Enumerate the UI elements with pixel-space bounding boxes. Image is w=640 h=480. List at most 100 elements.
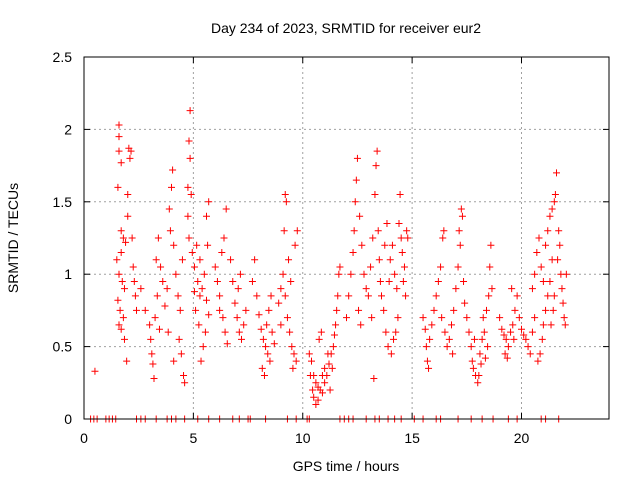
data-point [537, 263, 545, 271]
data-point [176, 306, 184, 314]
data-point [378, 292, 385, 300]
data-point [360, 270, 368, 278]
data-point [248, 277, 256, 285]
data-point [223, 340, 231, 348]
x-tick-labels: 0 5 10 15 20 [80, 430, 529, 446]
data-point [449, 350, 457, 358]
data-point [318, 389, 326, 397]
data-point [454, 263, 462, 271]
data-point [503, 354, 511, 362]
data-point [159, 277, 167, 285]
data-point [470, 335, 478, 343]
y-tick-label: 2 [64, 121, 72, 137]
x-tick-label: 0 [80, 430, 88, 446]
data-point [123, 357, 131, 365]
data-point [231, 299, 239, 307]
data-point [293, 227, 301, 235]
data-point [264, 350, 272, 358]
data-point [199, 343, 207, 351]
data-point [549, 306, 557, 314]
data-point [170, 357, 178, 365]
data-point [163, 285, 171, 293]
data-point [165, 205, 173, 213]
data-point [216, 306, 224, 314]
data-point [220, 234, 228, 242]
data-point [439, 234, 447, 242]
data-point [386, 256, 394, 264]
data-point [197, 357, 205, 365]
data-point [441, 328, 449, 336]
data-point [287, 277, 295, 285]
data-point [185, 137, 193, 145]
data-point [369, 234, 377, 242]
data-point [166, 227, 174, 235]
data-point [445, 335, 453, 343]
data-point [425, 364, 433, 372]
data-point [150, 374, 158, 382]
data-point [290, 350, 298, 358]
data-point [192, 306, 200, 314]
data-point [546, 277, 554, 285]
data-point [229, 277, 237, 285]
data-point [353, 154, 361, 162]
data-point [382, 328, 390, 336]
data-point [168, 183, 175, 191]
data-point [312, 379, 320, 387]
data-point [335, 270, 343, 278]
data-point [349, 248, 357, 256]
data-point [149, 360, 157, 368]
data-point [236, 270, 244, 278]
data-point [355, 306, 363, 314]
data-point [474, 379, 482, 387]
data-point [392, 328, 400, 336]
data-point [275, 299, 283, 307]
data-point [440, 227, 448, 235]
data-point [117, 248, 125, 256]
data-point [336, 263, 344, 271]
data-point [333, 306, 341, 314]
data-point [513, 292, 521, 300]
data-point [509, 321, 517, 329]
data-point [321, 364, 329, 372]
data-point [546, 212, 554, 220]
data-point [362, 285, 370, 293]
data-point [251, 256, 259, 264]
data-point [501, 350, 509, 358]
data-point [357, 321, 365, 329]
data-point [475, 372, 483, 380]
data-point [538, 335, 546, 343]
data-point [510, 335, 518, 343]
data-point [524, 343, 532, 351]
data-point [169, 166, 177, 174]
data-point [305, 350, 313, 358]
data-point [216, 292, 224, 300]
data-point [508, 285, 516, 293]
data-point [177, 350, 185, 358]
data-point [186, 107, 194, 115]
data-point [128, 234, 136, 242]
data-point [115, 121, 123, 129]
data-point [153, 292, 161, 300]
data-point [498, 325, 506, 333]
data-point [259, 335, 267, 343]
data-point [367, 263, 375, 271]
data-point [368, 314, 376, 322]
data-point [91, 367, 99, 375]
data-point [147, 335, 155, 343]
data-point [240, 321, 248, 329]
data-point [292, 357, 300, 365]
data-point [343, 314, 350, 322]
data-point [188, 248, 196, 256]
data-point [277, 321, 285, 329]
data-point [384, 343, 392, 351]
data-point [547, 321, 555, 329]
data-point [461, 299, 469, 307]
data-point [426, 335, 434, 343]
data-point [484, 343, 492, 351]
data-point [443, 343, 451, 351]
data-point [456, 241, 464, 249]
data-point [310, 393, 318, 401]
data-point [555, 227, 563, 235]
data-point [477, 360, 485, 368]
data-point [283, 314, 291, 322]
